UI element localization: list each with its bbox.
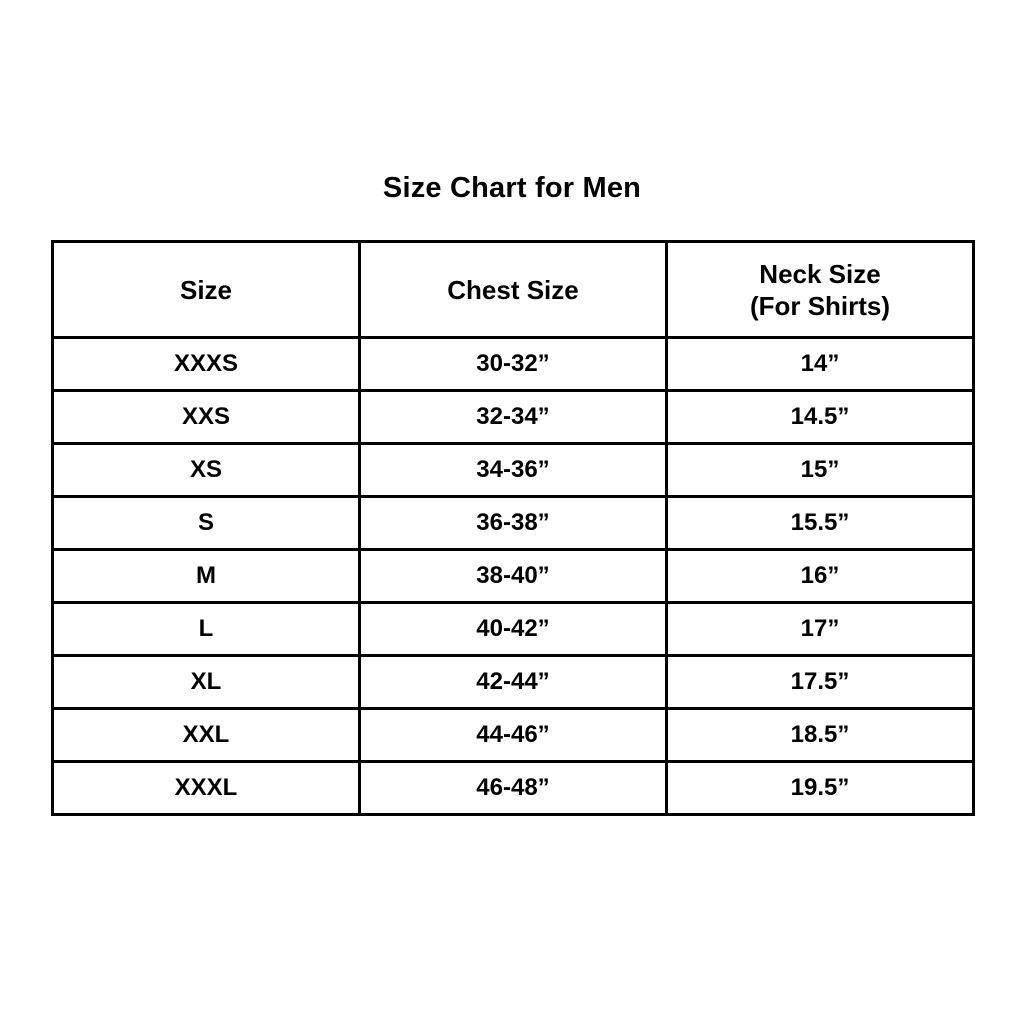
- cell-chest-size: 46-48”: [358, 760, 668, 816]
- table-row: XXXL 46-48” 19.5”: [51, 760, 975, 816]
- cell-size: XXL: [51, 707, 361, 763]
- column-header-neck-size: Neck Size (For Shirts): [665, 240, 975, 339]
- cell-size: XL: [51, 654, 361, 710]
- table-row: L 40-42” 17”: [51, 601, 975, 657]
- cell-neck-size: 17”: [665, 601, 975, 657]
- table-header: Size Chest Size Neck Size (For Shirts): [51, 240, 975, 339]
- cell-size: M: [51, 548, 361, 604]
- table-row: XXL 44-46” 18.5”: [51, 707, 975, 763]
- cell-neck-size: 17.5”: [665, 654, 975, 710]
- cell-size: XS: [51, 442, 361, 498]
- cell-neck-size: 16”: [665, 548, 975, 604]
- cell-neck-size: 14”: [665, 336, 975, 392]
- cell-neck-size: 15.5”: [665, 495, 975, 551]
- size-chart-table-container: Size Chest Size Neck Size (For Shirts) X…: [51, 240, 975, 816]
- table-row: XXXS 30-32” 14”: [51, 336, 975, 392]
- column-header-neck-size-label: Neck Size: [759, 258, 881, 289]
- column-header-neck-size-sublabel: (For Shirts): [749, 290, 891, 321]
- cell-size: XXS: [51, 389, 361, 445]
- table-header-row: Size Chest Size Neck Size (For Shirts): [51, 240, 975, 339]
- cell-size: XXXS: [51, 336, 361, 392]
- column-header-size: Size: [51, 240, 361, 339]
- cell-chest-size: 44-46”: [358, 707, 668, 763]
- table-row: S 36-38” 15.5”: [51, 495, 975, 551]
- table-body: XXXS 30-32” 14” XXS 32-34” 14.5” XS 34-3…: [51, 336, 975, 816]
- column-header-chest-size-label: Chest Size: [447, 274, 579, 305]
- table-row: XS 34-36” 15”: [51, 442, 975, 498]
- table-row: XXS 32-34” 14.5”: [51, 389, 975, 445]
- column-header-size-label: Size: [179, 274, 233, 305]
- table-row: XL 42-44” 17.5”: [51, 654, 975, 710]
- cell-chest-size: 30-32”: [358, 336, 668, 392]
- page-title: Size Chart for Men: [382, 172, 642, 204]
- cell-neck-size: 14.5”: [665, 389, 975, 445]
- cell-size: XXXL: [51, 760, 361, 816]
- cell-chest-size: 36-38”: [358, 495, 668, 551]
- cell-neck-size: 19.5”: [665, 760, 975, 816]
- table-row: M 38-40” 16”: [51, 548, 975, 604]
- cell-neck-size: 18.5”: [665, 707, 975, 763]
- cell-chest-size: 38-40”: [358, 548, 668, 604]
- cell-chest-size: 32-34”: [358, 389, 668, 445]
- cell-neck-size: 15”: [665, 442, 975, 498]
- cell-chest-size: 34-36”: [358, 442, 668, 498]
- cell-chest-size: 40-42”: [358, 601, 668, 657]
- column-header-chest-size: Chest Size: [358, 240, 668, 339]
- size-chart-table: Size Chest Size Neck Size (For Shirts) X…: [51, 240, 975, 816]
- cell-size: S: [51, 495, 361, 551]
- cell-size: L: [51, 601, 361, 657]
- cell-chest-size: 42-44”: [358, 654, 668, 710]
